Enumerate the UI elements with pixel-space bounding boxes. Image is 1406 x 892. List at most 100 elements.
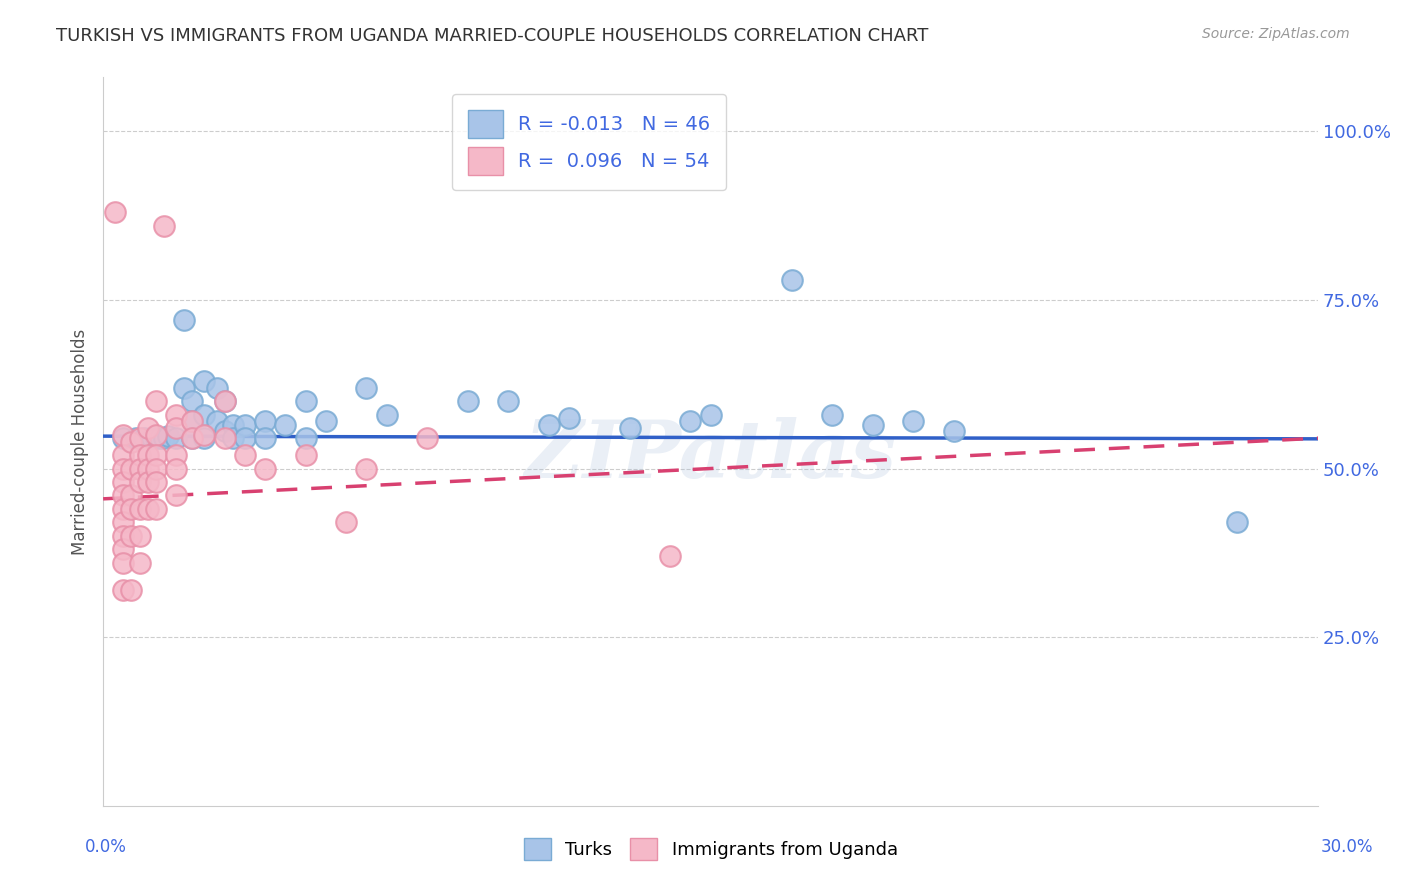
Point — [136, 502, 159, 516]
Point — [233, 448, 256, 462]
Point — [274, 417, 297, 432]
Point — [128, 448, 150, 462]
Point — [254, 431, 277, 445]
Point — [181, 431, 204, 445]
Point — [181, 414, 204, 428]
Point — [124, 431, 146, 445]
Point — [121, 529, 143, 543]
Point — [193, 431, 215, 445]
Point — [149, 431, 172, 445]
Point — [173, 381, 195, 395]
Point — [128, 502, 150, 516]
Point — [153, 219, 176, 233]
Point — [112, 556, 135, 570]
Point — [862, 417, 884, 432]
Point — [165, 408, 187, 422]
Point — [1226, 516, 1249, 530]
Point — [128, 529, 150, 543]
Point — [112, 448, 135, 462]
Point — [496, 394, 519, 409]
Point — [156, 429, 179, 443]
Point — [165, 488, 187, 502]
Point — [679, 414, 702, 428]
Point — [181, 414, 204, 428]
Y-axis label: Married-couple Households: Married-couple Households — [72, 328, 89, 555]
Point — [315, 414, 337, 428]
Text: 0.0%: 0.0% — [84, 838, 127, 856]
Point — [205, 381, 228, 395]
Point — [699, 408, 721, 422]
Point — [780, 273, 803, 287]
Point — [214, 425, 236, 439]
Point — [112, 431, 135, 445]
Point — [214, 431, 236, 445]
Point — [375, 408, 398, 422]
Point — [619, 421, 641, 435]
Point — [193, 427, 215, 442]
Point — [537, 417, 560, 432]
Point — [136, 475, 159, 489]
Point — [112, 488, 135, 502]
Point — [942, 425, 965, 439]
Text: Source: ZipAtlas.com: Source: ZipAtlas.com — [1202, 27, 1350, 41]
Point — [335, 516, 357, 530]
Point — [112, 461, 135, 475]
Point — [222, 431, 245, 445]
Point — [294, 394, 316, 409]
Point — [128, 556, 150, 570]
Point — [145, 427, 167, 442]
Point — [214, 394, 236, 409]
Point — [112, 542, 135, 557]
Point — [112, 502, 135, 516]
Point — [659, 549, 682, 564]
Point — [112, 427, 135, 442]
Point — [153, 431, 176, 445]
Point — [121, 582, 143, 597]
Point — [294, 448, 316, 462]
Point — [128, 461, 150, 475]
Point — [416, 431, 439, 445]
Point — [205, 414, 228, 428]
Point — [136, 448, 159, 462]
Text: ZIPatlas: ZIPatlas — [524, 417, 897, 495]
Point — [165, 448, 187, 462]
Point — [136, 421, 159, 435]
Point — [145, 475, 167, 489]
Point — [457, 394, 479, 409]
Point — [121, 502, 143, 516]
Point — [294, 431, 316, 445]
Point — [128, 431, 150, 445]
Point — [128, 475, 150, 489]
Point — [104, 205, 127, 219]
Point — [112, 475, 135, 489]
Point — [233, 431, 256, 445]
Point — [173, 313, 195, 327]
Point — [121, 488, 143, 502]
Point — [112, 582, 135, 597]
Point — [145, 431, 167, 445]
Point — [181, 394, 204, 409]
Point — [112, 516, 135, 530]
Legend: R = -0.013   N = 46, R =  0.096   N = 54: R = -0.013 N = 46, R = 0.096 N = 54 — [453, 95, 725, 190]
Point — [254, 461, 277, 475]
Point — [145, 502, 167, 516]
Point — [356, 461, 378, 475]
Point — [165, 461, 187, 475]
Point — [193, 408, 215, 422]
Point — [121, 434, 143, 449]
Point — [821, 408, 844, 422]
Point — [193, 374, 215, 388]
Point — [222, 417, 245, 432]
Point — [141, 431, 163, 445]
Point — [121, 461, 143, 475]
Point — [356, 381, 378, 395]
Point — [145, 461, 167, 475]
Point — [165, 431, 187, 445]
Point — [112, 529, 135, 543]
Point — [145, 394, 167, 409]
Point — [165, 421, 187, 435]
Point — [181, 431, 204, 445]
Point — [901, 414, 924, 428]
Point — [214, 394, 236, 409]
Text: TURKISH VS IMMIGRANTS FROM UGANDA MARRIED-COUPLE HOUSEHOLDS CORRELATION CHART: TURKISH VS IMMIGRANTS FROM UGANDA MARRIE… — [56, 27, 928, 45]
